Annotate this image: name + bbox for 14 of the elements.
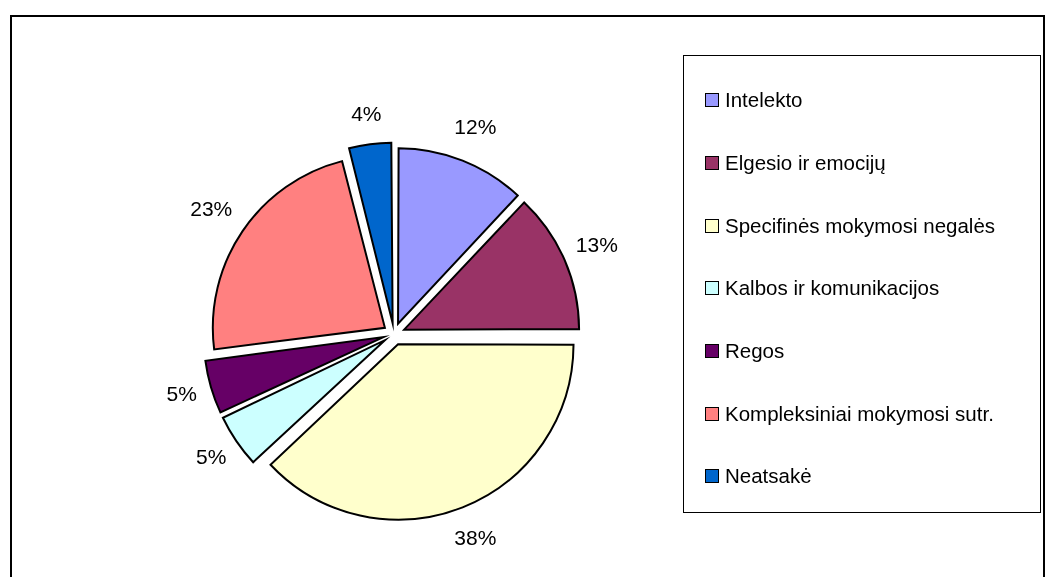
data-label: 38% bbox=[454, 526, 497, 550]
legend-label: Elgesio ir emocijų bbox=[725, 151, 886, 176]
data-label: 5% bbox=[166, 382, 197, 406]
legend-label: Intelekto bbox=[725, 88, 803, 113]
data-label: 5% bbox=[196, 445, 227, 469]
data-label: 12% bbox=[454, 115, 497, 139]
data-label: 23% bbox=[190, 196, 233, 220]
legend-label: Neatsakė bbox=[725, 464, 812, 489]
legend-label: Kalbos ir komunikacijos bbox=[725, 276, 940, 301]
legend-label: Regos bbox=[725, 339, 785, 364]
legend-label: Kompleksiniai mokymosi sutr. bbox=[725, 401, 994, 426]
data-label: 4% bbox=[351, 101, 382, 125]
data-label: 13% bbox=[575, 233, 618, 257]
legend-label: Specifinės mokymosi negalės bbox=[725, 213, 996, 238]
